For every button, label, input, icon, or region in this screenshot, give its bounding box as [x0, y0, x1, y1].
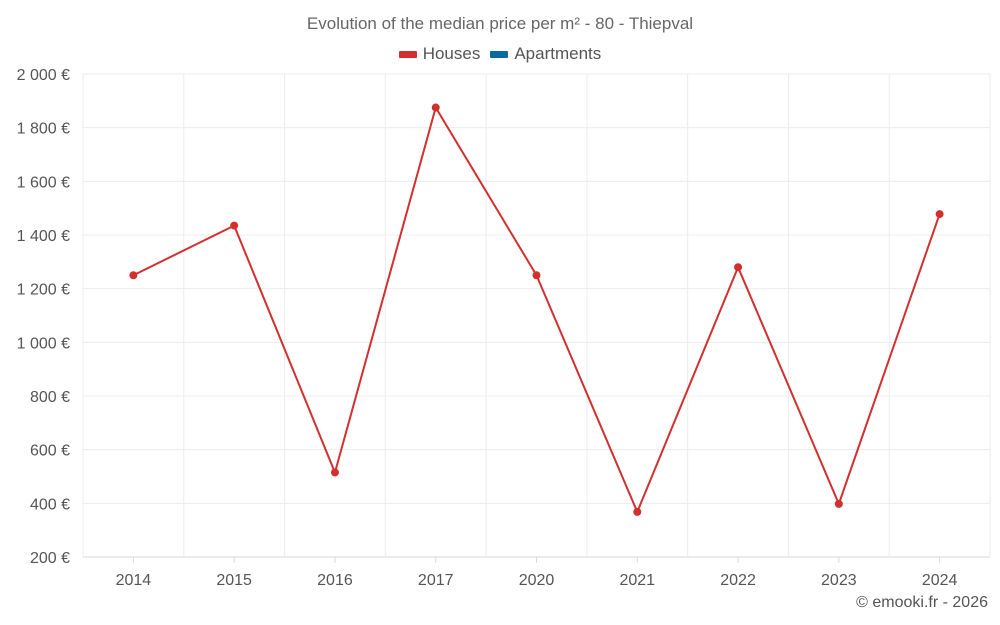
x-tick-label: 2020 — [519, 572, 555, 589]
legend-label-apartments: Apartments — [514, 44, 602, 63]
legend-swatch-apartments — [490, 50, 509, 58]
chart-title: Evolution of the median price per m² - 8… — [306, 14, 694, 33]
x-tick-label: 2016 — [317, 572, 353, 589]
data-point-houses[interactable] — [330, 468, 339, 477]
data-point-houses[interactable] — [129, 271, 138, 280]
y-tick-label: 1 400 € — [17, 228, 70, 245]
y-tick-label: 1 200 € — [17, 282, 70, 299]
y-tick-label: 800 € — [30, 389, 70, 406]
series-line-houses — [132, 106, 941, 513]
y-tick-label: 2 000 € — [17, 67, 70, 84]
legend-item-apartments[interactable]: Apartments — [490, 44, 601, 64]
data-point-houses[interactable] — [230, 221, 239, 230]
x-axis: 2014 2015 2016 2017 2020 2021 2022 2023 2024 — [116, 557, 958, 589]
y-tick-label: 1 600 € — [17, 174, 70, 191]
y-axis: 200 € 400 € 600 € 800 € 1 000 € 1 200 € 1 400 … — [17, 67, 70, 567]
data-point-houses[interactable] — [734, 263, 743, 272]
data-point-houses[interactable] — [431, 103, 440, 112]
y-tick-label: 400 € — [30, 496, 70, 513]
x-tick-label: 2023 — [821, 572, 857, 589]
x-tick-label: 2015 — [216, 572, 252, 589]
series-houses — [129, 103, 944, 516]
x-tick-label: 2017 — [418, 572, 454, 589]
x-tick-label: 2022 — [720, 572, 756, 589]
x-tick-label: 2021 — [619, 572, 655, 589]
grid-lines — [82, 73, 991, 558]
y-tick-label: 1 800 € — [17, 121, 70, 138]
credit: © emooki.fr - 2026 — [856, 594, 988, 611]
legend-label-houses: Houses — [422, 44, 481, 63]
data-point-houses[interactable] — [834, 499, 843, 508]
data-point-houses[interactable] — [532, 271, 541, 280]
data-point-houses[interactable] — [935, 210, 944, 219]
x-tick-label: 2024 — [922, 572, 958, 589]
y-tick-label: 200 € — [30, 550, 70, 567]
legend-swatch-houses — [398, 50, 417, 58]
y-tick-label: 600 € — [30, 443, 70, 460]
data-point-houses[interactable] — [633, 507, 642, 516]
legend: Houses Apartments — [0, 44, 1000, 64]
x-tick-label: 2014 — [116, 572, 152, 589]
legend-item-houses[interactable]: Houses — [398, 44, 481, 64]
y-tick-label: 1 000 € — [17, 335, 70, 352]
